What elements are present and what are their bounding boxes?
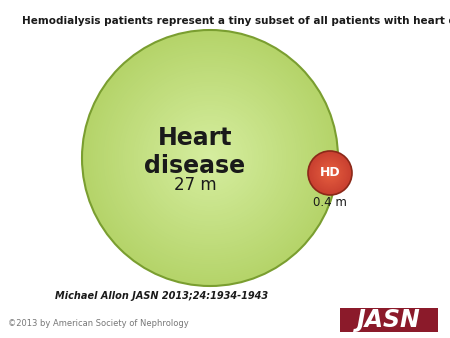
Circle shape — [324, 168, 336, 178]
Circle shape — [118, 66, 302, 250]
Circle shape — [84, 32, 336, 284]
Circle shape — [324, 166, 337, 179]
Text: Hemodialysis patients represent a tiny subset of all patients with heart disease: Hemodialysis patients represent a tiny s… — [22, 16, 450, 26]
Text: HD: HD — [320, 167, 340, 179]
Circle shape — [104, 51, 317, 265]
Circle shape — [316, 159, 344, 187]
Circle shape — [193, 141, 227, 175]
FancyBboxPatch shape — [340, 308, 438, 332]
Circle shape — [137, 86, 283, 231]
Circle shape — [326, 169, 334, 177]
Circle shape — [191, 139, 229, 177]
Circle shape — [208, 156, 212, 160]
Circle shape — [187, 135, 234, 182]
Circle shape — [148, 96, 272, 220]
Circle shape — [90, 39, 329, 277]
Circle shape — [135, 83, 285, 233]
Circle shape — [199, 147, 220, 169]
Circle shape — [82, 30, 338, 286]
Circle shape — [93, 41, 327, 275]
Text: Michael Allon JASN 2013;24:1934-1943: Michael Allon JASN 2013;24:1934-1943 — [55, 291, 268, 301]
Circle shape — [171, 120, 248, 196]
Circle shape — [110, 58, 310, 258]
Circle shape — [157, 105, 263, 211]
Circle shape — [153, 100, 268, 216]
Circle shape — [206, 154, 214, 162]
Circle shape — [308, 151, 352, 195]
Text: JASN: JASN — [357, 308, 421, 332]
Circle shape — [203, 152, 216, 164]
Circle shape — [180, 128, 240, 188]
Circle shape — [97, 45, 323, 271]
Circle shape — [328, 171, 332, 175]
Circle shape — [133, 81, 287, 235]
Circle shape — [144, 92, 276, 224]
Circle shape — [108, 55, 312, 260]
Circle shape — [127, 75, 293, 241]
Circle shape — [310, 153, 350, 193]
Circle shape — [318, 161, 342, 185]
Circle shape — [159, 107, 261, 209]
Circle shape — [312, 155, 347, 191]
Circle shape — [322, 165, 338, 181]
Circle shape — [114, 62, 306, 254]
Circle shape — [112, 60, 308, 256]
Circle shape — [170, 118, 251, 198]
Circle shape — [165, 113, 255, 203]
Circle shape — [197, 145, 223, 171]
Circle shape — [99, 47, 321, 269]
Circle shape — [327, 170, 333, 176]
Circle shape — [176, 124, 244, 192]
Circle shape — [178, 126, 242, 190]
Circle shape — [182, 130, 238, 186]
Circle shape — [101, 49, 319, 267]
Circle shape — [309, 152, 351, 194]
Circle shape — [105, 53, 315, 263]
Circle shape — [150, 98, 270, 218]
Circle shape — [125, 73, 295, 243]
Circle shape — [195, 143, 225, 173]
Circle shape — [122, 71, 297, 245]
Text: Heart
disease: Heart disease — [144, 126, 246, 178]
Text: 0.4 m: 0.4 m — [313, 195, 347, 209]
Circle shape — [146, 94, 274, 222]
Circle shape — [189, 137, 231, 179]
Circle shape — [88, 37, 332, 280]
Circle shape — [154, 102, 266, 214]
Circle shape — [317, 160, 343, 186]
Circle shape — [163, 111, 257, 205]
Circle shape — [121, 68, 300, 248]
Circle shape — [140, 88, 280, 228]
Circle shape — [129, 77, 291, 239]
Circle shape — [174, 122, 246, 194]
Circle shape — [161, 109, 259, 207]
Circle shape — [314, 156, 346, 190]
Circle shape — [321, 164, 339, 182]
Circle shape — [86, 34, 334, 282]
Circle shape — [95, 43, 325, 273]
Text: ©2013 by American Society of Nephrology: ©2013 by American Society of Nephrology — [8, 319, 189, 328]
Circle shape — [202, 149, 219, 167]
Circle shape — [320, 163, 340, 183]
Circle shape — [184, 132, 236, 184]
Circle shape — [319, 162, 341, 184]
Circle shape — [315, 158, 346, 188]
Circle shape — [116, 64, 304, 252]
Circle shape — [329, 172, 331, 174]
Circle shape — [131, 79, 289, 237]
Circle shape — [142, 90, 278, 226]
Text: 27 m: 27 m — [174, 176, 216, 194]
Circle shape — [167, 115, 252, 201]
Circle shape — [311, 154, 349, 192]
